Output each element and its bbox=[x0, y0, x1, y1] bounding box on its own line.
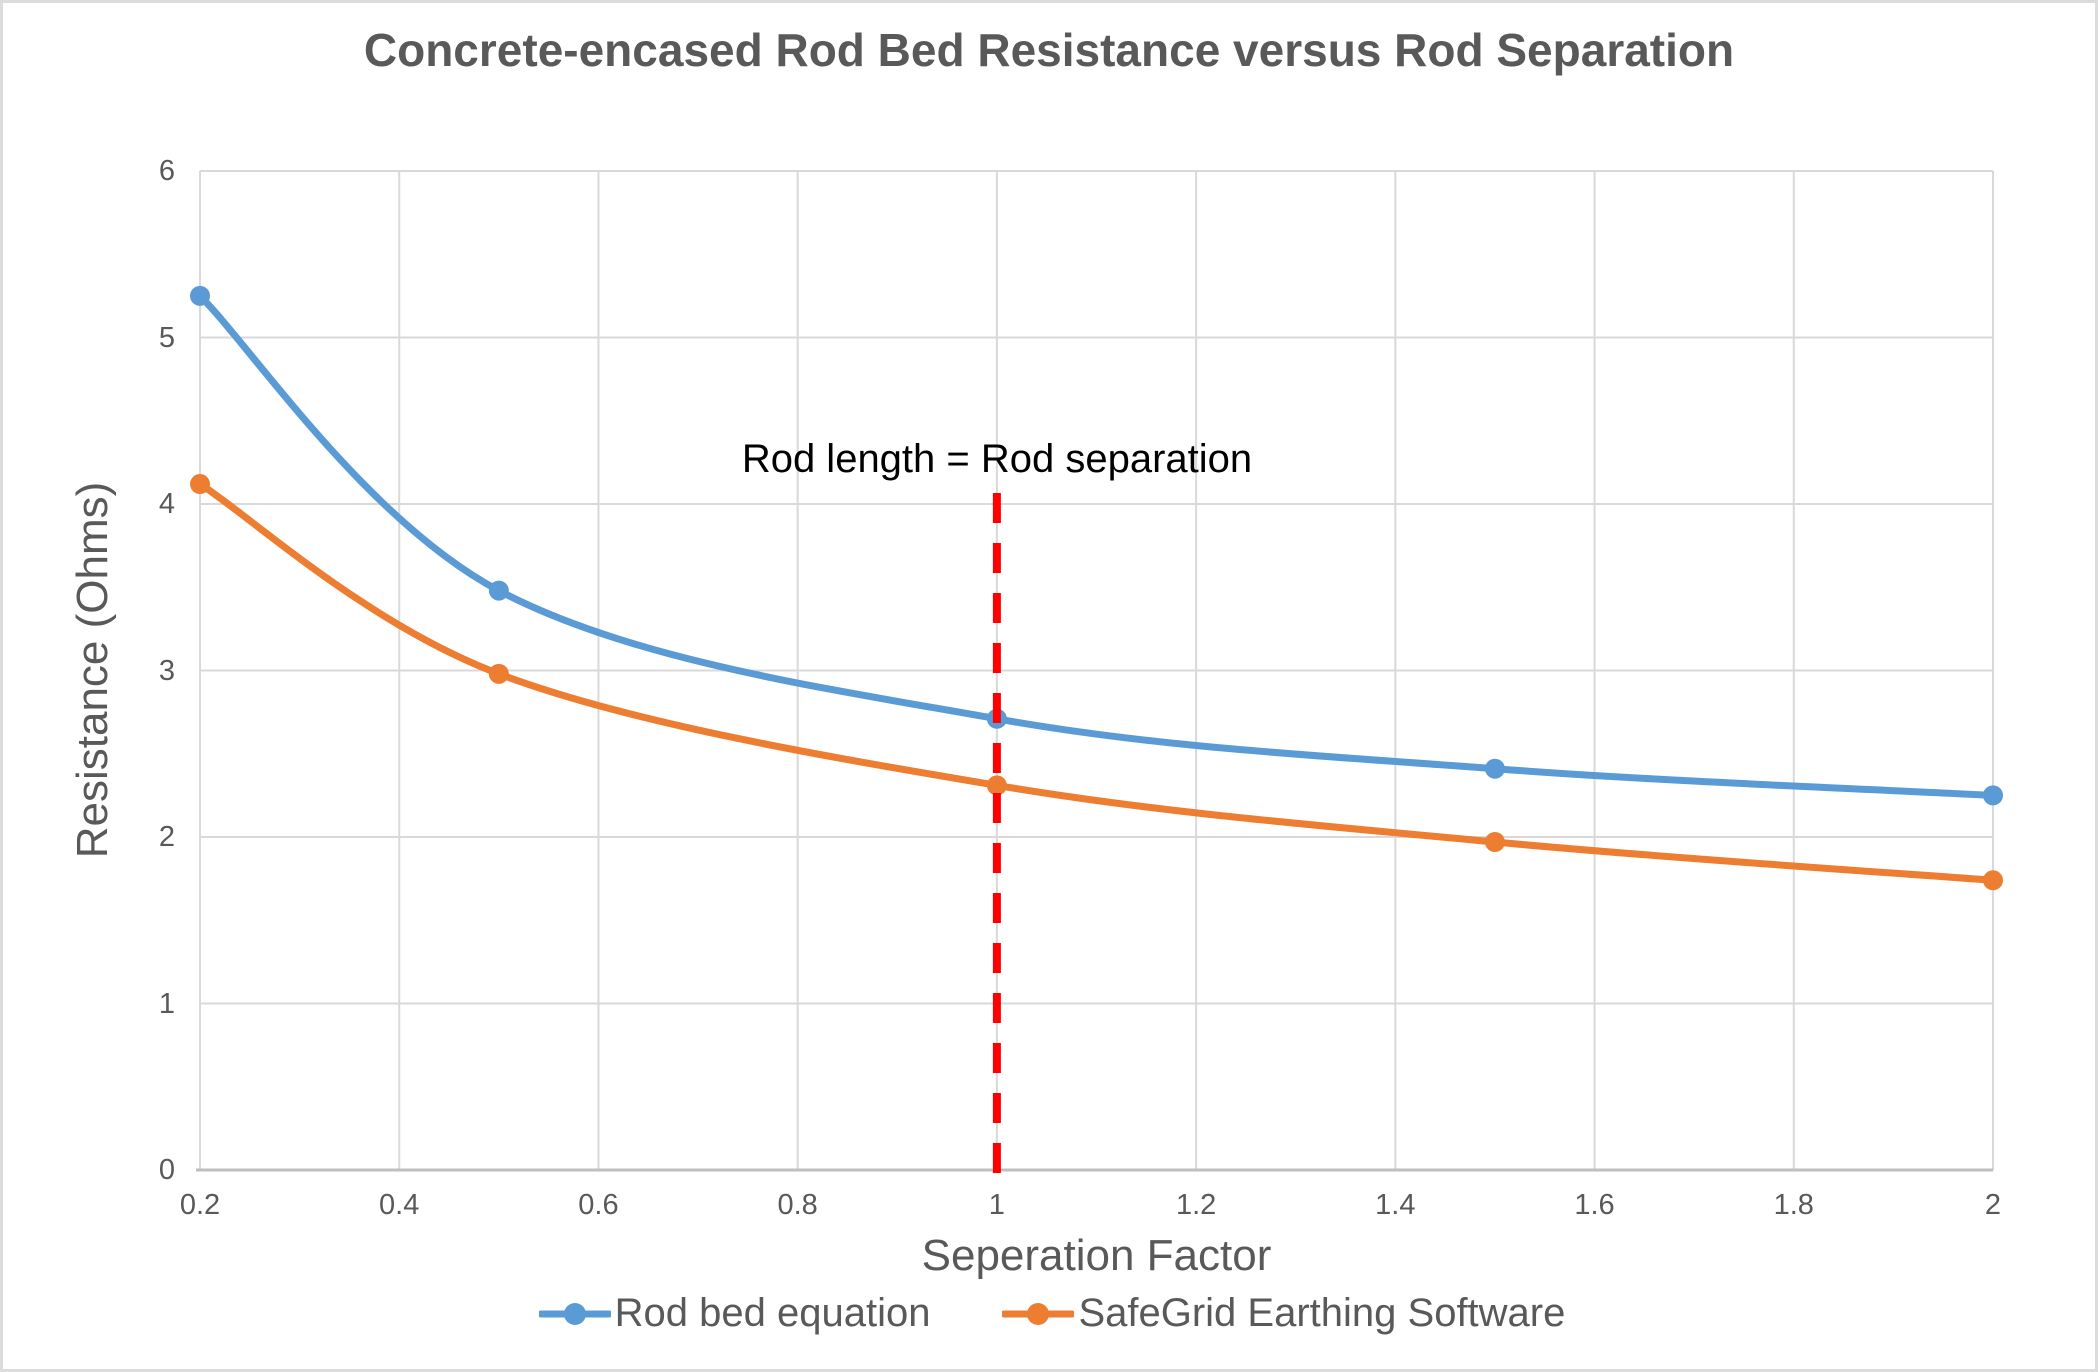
legend-item-1: SafeGrid Earthing Software bbox=[1002, 1291, 1565, 1336]
data-point-marker bbox=[488, 663, 509, 684]
y-tick-label: 1 bbox=[158, 987, 175, 1020]
y-axis-ticks: 0 1 2 3 4 5 6 bbox=[3, 3, 175, 1369]
legend-item-0: Rod bed equation bbox=[538, 1291, 931, 1336]
legend: Rod bed equation SafeGrid Earthing Softwa… bbox=[3, 1291, 2095, 1336]
x-tick-label: 1 bbox=[988, 1189, 1005, 1221]
annotation-label: Rod length = Rod separation bbox=[741, 437, 1253, 481]
y-tick-label: 5 bbox=[158, 321, 175, 354]
data-point-marker bbox=[1983, 785, 2003, 806]
x-tick-label: 0.8 bbox=[777, 1189, 818, 1221]
x-axis-title: Seperation Factor bbox=[921, 1231, 1272, 1280]
legend-marker-icon bbox=[1002, 1302, 1075, 1325]
x-tick-label: 2 bbox=[1984, 1189, 2002, 1221]
data-point-marker bbox=[1484, 758, 1505, 779]
x-tick-label: 1.2 bbox=[1175, 1189, 1217, 1221]
x-tick-label: 0.2 bbox=[179, 1189, 221, 1221]
x-tick-label: 0.4 bbox=[379, 1189, 420, 1221]
legend-label: SafeGrid Earthing Software bbox=[1078, 1291, 1566, 1335]
x-tick-label: 1.4 bbox=[1375, 1189, 1416, 1221]
y-tick-label: 6 bbox=[158, 155, 175, 187]
data-point-marker bbox=[1983, 870, 2003, 891]
x-tick-label: 1.8 bbox=[1773, 1189, 1814, 1221]
series-line-0 bbox=[196, 292, 1997, 799]
x-tick-label: 1.6 bbox=[1574, 1189, 1615, 1221]
data-point-marker bbox=[488, 580, 509, 601]
y-tick-label: 0 bbox=[158, 1154, 175, 1186]
legend-label: Rod bed equation bbox=[614, 1291, 931, 1335]
legend-marker-icon bbox=[538, 1302, 611, 1325]
plot-area bbox=[190, 170, 2003, 1183]
data-point-marker bbox=[190, 474, 210, 495]
x-tick-label: 0.6 bbox=[578, 1189, 619, 1221]
y-tick-label: 4 bbox=[158, 488, 175, 520]
data-point-marker bbox=[190, 285, 210, 306]
x-axis-ticks: 0.2 0.4 0.6 0.8 1 1.2 1.4 1.6 1.8 2 bbox=[3, 1189, 2095, 1229]
y-tick-label: 3 bbox=[158, 654, 175, 687]
data-point-marker bbox=[986, 775, 1007, 796]
chart-title: Concrete-encased Rod Bed Resistance vers… bbox=[363, 24, 1735, 76]
y-tick-label: 2 bbox=[158, 821, 175, 853]
y-axis-title: Resistance (Ohms) bbox=[68, 481, 117, 859]
series-line-1 bbox=[196, 480, 1997, 884]
data-point-marker bbox=[1484, 831, 1505, 852]
